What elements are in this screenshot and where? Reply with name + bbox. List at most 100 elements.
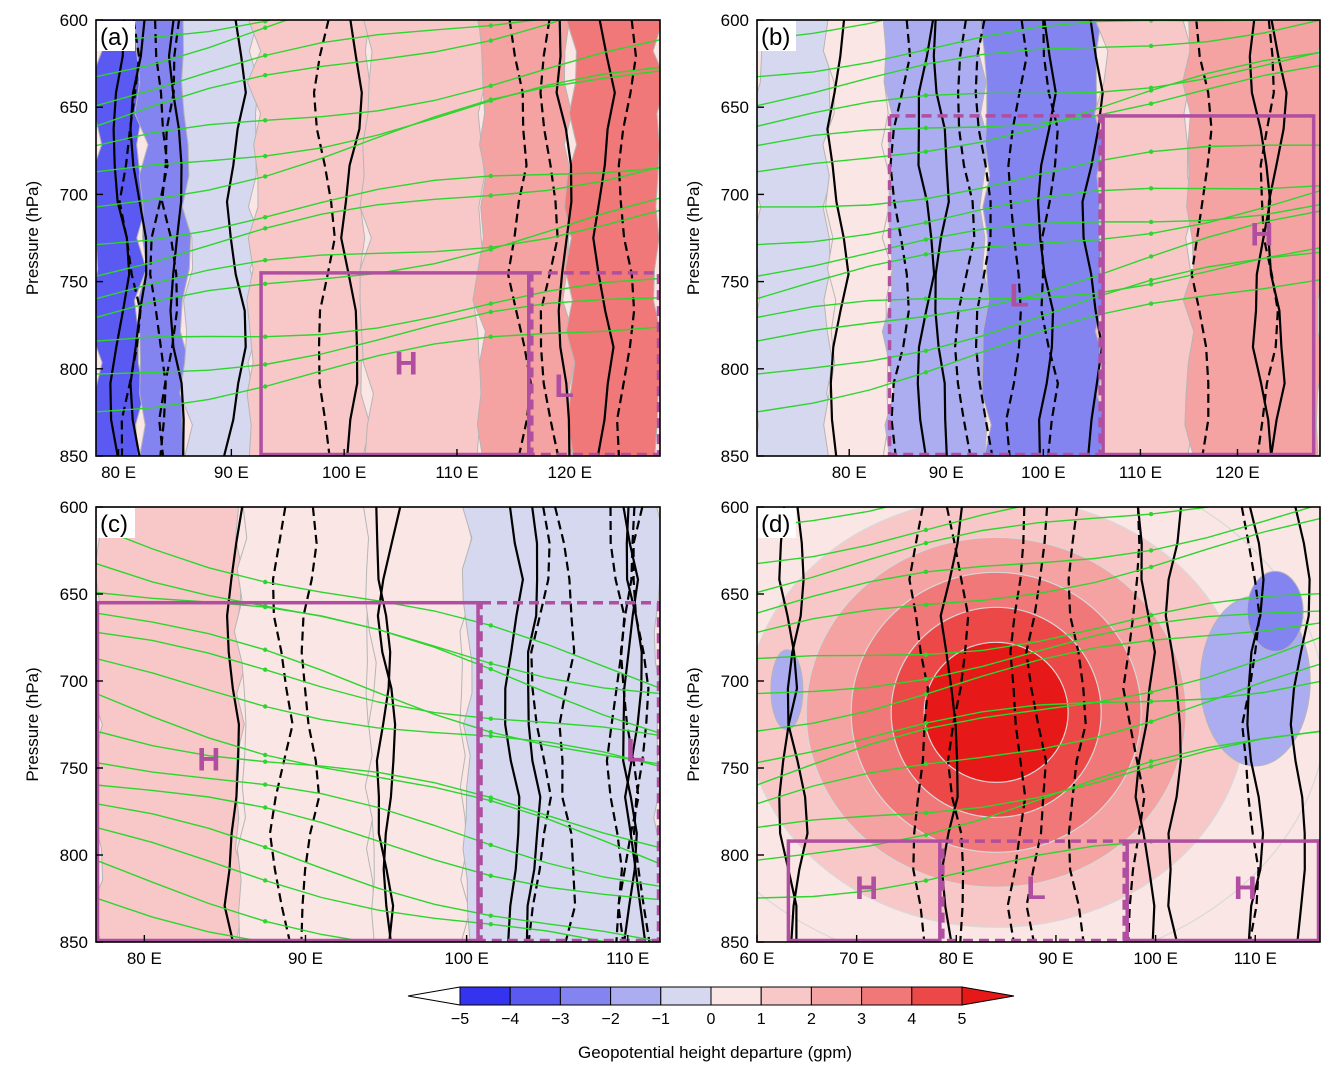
streamline-arrow (923, 527, 929, 533)
contour-dashed (632, 507, 651, 942)
streamline-arrow (1148, 282, 1154, 287)
contour-solid (932, 20, 950, 456)
panel-label: (a) (100, 24, 129, 51)
y-axis-label: Pressure (hPa) (684, 181, 703, 295)
contour-solid (376, 507, 402, 942)
streamline (757, 507, 1022, 565)
contour-solid (223, 507, 244, 942)
contour-dashed (615, 20, 638, 456)
streamline-arrow (263, 334, 268, 339)
field-band (363, 507, 472, 942)
streamline-arrow (923, 252, 929, 257)
contour-dashed (539, 20, 560, 456)
region-box-L (887, 114, 1102, 456)
plot-area: LH (757, 20, 1320, 456)
y-axis-label: Pressure (hPa) (23, 181, 42, 295)
region-label-H: H (395, 346, 418, 382)
streamline (96, 326, 660, 413)
streamline (96, 297, 660, 375)
streamline-arrow (1148, 43, 1154, 49)
streamline-arrow (923, 296, 929, 301)
streamline (96, 692, 660, 865)
y-tick-label: 650 (60, 98, 88, 117)
streamline-arrow (488, 842, 493, 848)
colorbar-tick-label: 0 (707, 1011, 716, 1028)
streamline-arrow (1148, 638, 1154, 643)
y-tick-label: 650 (60, 585, 88, 604)
colorbar-segment (911, 986, 963, 1006)
streamline (757, 507, 1212, 594)
x-tick-label: 90 E (929, 463, 964, 482)
streamline-arrow (488, 623, 493, 628)
streamline (757, 51, 1320, 127)
streamline-arrow (263, 704, 268, 709)
contour-dashed (605, 507, 626, 942)
streamline-arrow (263, 25, 268, 30)
y-tick-label: 800 (60, 360, 88, 379)
streamline (96, 526, 660, 689)
streamline-arrow (923, 540, 929, 546)
contour-dashed (617, 507, 640, 942)
contour-dashed (1256, 20, 1279, 456)
contour-dashed (268, 507, 294, 942)
y-tick-label: 750 (60, 273, 88, 292)
contour-solid (1289, 507, 1311, 942)
streamline-arrow (923, 810, 929, 816)
streamline-arrow (489, 961, 493, 965)
streamline (757, 663, 1320, 805)
contour-dashed (945, 507, 970, 942)
streamline-arrow (923, 62, 929, 67)
streamline-arrow (488, 173, 493, 179)
streamline-arrow (1148, 186, 1154, 191)
streamline-arrow (488, 921, 493, 927)
field-band (757, 20, 837, 456)
streamline (757, 64, 1320, 147)
streamline-arrow (488, 716, 493, 721)
streamline-arrow (923, 93, 929, 98)
streamline (96, 826, 609, 942)
field-band (96, 507, 247, 942)
y-tick-label: 800 (721, 846, 749, 865)
panel-label: (c) (100, 511, 128, 538)
streamline-arrow (923, 761, 929, 767)
streamline-arrow (924, 495, 928, 499)
field-band (822, 20, 893, 456)
colorbar-min-extension (407, 986, 461, 1006)
streamline-arrow (263, 384, 268, 389)
streamline (757, 204, 1320, 277)
x-tick-label: 100 E (1021, 463, 1065, 482)
streamline-arrow (488, 23, 493, 28)
field-band (96, 20, 147, 456)
colorbar-segment (660, 986, 712, 1006)
region-box-L (479, 600, 660, 942)
field-band (1094, 20, 1195, 456)
contour-solid (622, 507, 640, 942)
x-tick-label: 120 E (1215, 463, 1259, 482)
colorbar-segment (459, 986, 511, 1006)
contour-solid (1246, 507, 1265, 942)
streamline-arrow (488, 301, 493, 306)
streamline (96, 631, 660, 737)
streamline (757, 507, 890, 528)
streamline-arrow (1148, 764, 1154, 769)
streamline-arrow (263, 782, 268, 787)
streamline (757, 51, 1320, 173)
colorbar-max-extension (961, 986, 1015, 1006)
streamline-arrow (263, 604, 268, 610)
contour-dashed (953, 20, 976, 456)
x-tick-label: 100 E (444, 949, 488, 968)
streamline (757, 610, 1320, 695)
streamline (96, 859, 371, 942)
streamline-arrow (488, 334, 493, 339)
contour-solid (375, 507, 395, 942)
region-label-L: L (554, 368, 574, 404)
streamline (96, 20, 289, 78)
panel-label-bg (97, 508, 135, 538)
streamline-arrow (488, 247, 493, 252)
panel-frame (756, 19, 1321, 457)
streamline-arrow (488, 798, 493, 803)
